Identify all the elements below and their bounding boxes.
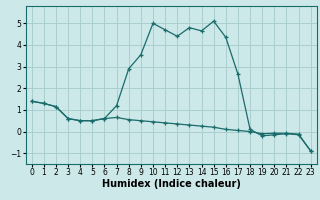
X-axis label: Humidex (Indice chaleur): Humidex (Indice chaleur) — [102, 179, 241, 189]
